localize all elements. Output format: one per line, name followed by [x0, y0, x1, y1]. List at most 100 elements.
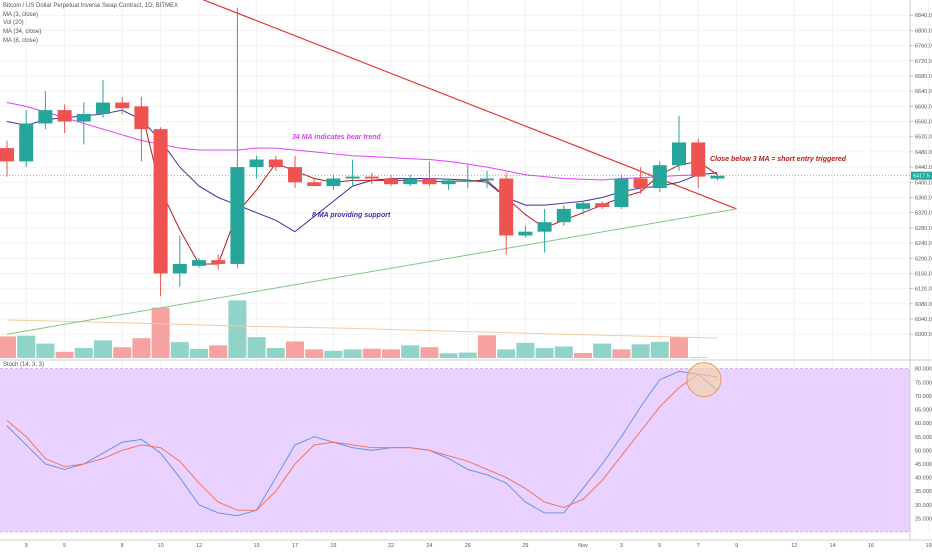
highlight-circle: [686, 362, 722, 398]
candle-body: [556, 208, 571, 223]
volume-bar: [286, 341, 304, 358]
price-tick-label: 6200.0: [915, 256, 932, 262]
time-tick-label: 9: [735, 543, 738, 549]
time-tick-label: 14: [830, 543, 836, 549]
chart-legend: Bitcoin / US Dollar Perpetual Inverse Sw…: [3, 2, 178, 46]
stoch-tick-label: 75.0000: [915, 380, 932, 386]
volume-bar: [36, 343, 55, 358]
volume-bar: [458, 352, 477, 358]
volume-bar: [55, 351, 74, 358]
last-price-tag: [911, 171, 932, 180]
legend-ma8: MA (8, close): [3, 37, 39, 44]
annotation-short-entry: Close below 3 MA = short entry triggered: [710, 156, 847, 163]
candle-body: [422, 178, 437, 185]
candle-body: [691, 142, 706, 177]
legend-title: Bitcoin / US Dollar Perpetual Inverse Sw…: [3, 3, 179, 9]
volume-bar: [650, 341, 669, 358]
candle-body: [211, 260, 226, 264]
time-tick-label: 29: [522, 543, 528, 549]
volume-bar: [439, 353, 458, 358]
candle-body: [134, 106, 149, 130]
time-tick-label: 22: [388, 543, 394, 549]
price-tick-label: 6320.0: [915, 211, 932, 217]
candle-body: [595, 203, 610, 207]
candle-body: [537, 222, 552, 232]
time-tick-label: 8: [121, 543, 124, 549]
volume-bar: [554, 346, 573, 358]
volume-bar: [631, 344, 650, 358]
price-tick-label: 6120.0: [915, 287, 932, 293]
price-tick-label: 6160.0: [915, 271, 932, 277]
time-tick-label: 24: [426, 543, 432, 549]
candle-body: [652, 165, 667, 188]
candle-body: [633, 178, 648, 188]
candle-body: [0, 148, 14, 162]
candle-body: [230, 167, 245, 264]
stoch-tick-label: 60.0000: [915, 421, 932, 427]
price-tick-label: 6000.0: [915, 332, 932, 338]
candle-body: [96, 102, 110, 114]
legend-vol: Vol (20): [3, 20, 24, 27]
candle-body: [460, 180, 475, 182]
candle-body: [172, 263, 187, 274]
candle-body: [288, 167, 302, 183]
price-tick-label: 6280.0: [915, 226, 932, 232]
stoch-tick-label: 30.0000: [915, 503, 932, 509]
price-tick-label: 6600.0: [915, 104, 932, 110]
downtrend-line: [202, 0, 737, 210]
candle-body: [345, 176, 360, 179]
price-tick-label: 6840.0: [915, 13, 932, 19]
legend-ma34: MA (34, close): [3, 29, 42, 36]
time-tick-label: 12: [791, 543, 797, 549]
candle-body: [384, 178, 398, 185]
time-tick-label: 12: [196, 543, 202, 549]
price-tick-label: 6240.0: [915, 241, 932, 247]
candle-body: [19, 123, 34, 162]
candle-body: [268, 159, 283, 168]
candle-body: [38, 110, 53, 124]
volume-bar: [516, 342, 535, 358]
time-tick-label: 3: [25, 543, 28, 549]
volume-bar: [497, 349, 516, 358]
stoch-tick-label: 50.0000: [915, 448, 932, 454]
price-tick-label: 6560.0: [915, 120, 932, 126]
ma34-line: [6, 102, 699, 181]
volume-bar: [343, 349, 362, 358]
stoch-tick-label: 65.0000: [915, 408, 932, 414]
volume-bar: [574, 352, 592, 358]
stoch-tick-label: 35.0000: [915, 489, 932, 495]
volume-bar: [612, 349, 631, 358]
volume-bar: [420, 347, 439, 358]
price-tick-label: 6760.0: [915, 44, 932, 50]
price-tick-label: 6440.0: [915, 165, 932, 171]
price-tick-label: 6480.0: [915, 150, 932, 156]
price-tick-label: 6040.0: [915, 317, 932, 323]
stoch-d-line: [6, 373, 718, 511]
stoch-tick-label: 80.0000: [915, 367, 932, 373]
candle-body: [710, 175, 725, 179]
candle-body: [153, 129, 168, 274]
candle-body: [441, 180, 456, 185]
time-tick-label: 5: [658, 543, 661, 549]
volume-bar: [401, 345, 420, 358]
volume-bar: [209, 345, 228, 358]
candle-body: [326, 178, 341, 187]
candle-body: [192, 260, 206, 266]
uptrend-line: [6, 208, 737, 335]
candle-body: [480, 178, 494, 181]
volume-bar: [170, 342, 189, 358]
time-tick-label: 15: [254, 543, 260, 549]
volume-bar: [670, 337, 688, 358]
volume-bar: [266, 347, 285, 358]
price-tick-label: 6520.0: [915, 135, 932, 141]
time-tick-label: 19: [926, 543, 932, 549]
volume-bar: [190, 349, 208, 358]
stoch-legend: Stoch (14, 3, 3): [3, 362, 45, 368]
candle-body: [614, 178, 629, 207]
annotation-ma34: 34 MA indicates bear trend: [292, 134, 382, 141]
volume-bar: [17, 335, 36, 358]
volume-bar: [113, 347, 132, 358]
volume-bar: [689, 357, 708, 358]
